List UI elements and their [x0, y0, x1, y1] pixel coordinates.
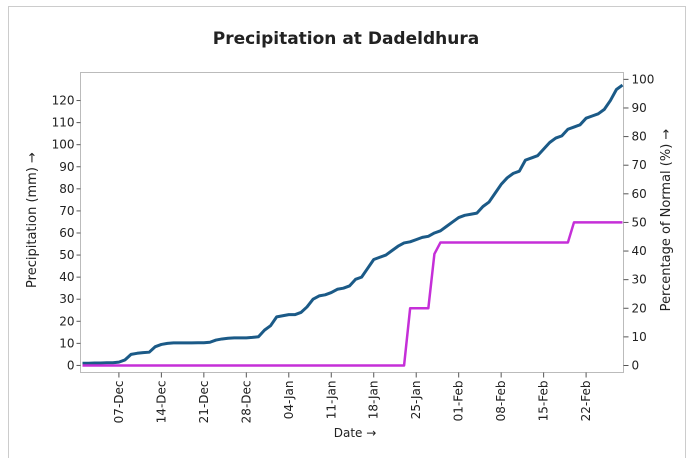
y-tick-label: 90 — [59, 160, 74, 174]
chart-title: Precipitation at Dadeldhura — [213, 29, 479, 49]
x-tick-label: 22-Feb — [579, 381, 593, 422]
x-tick-label: 28-Dec — [239, 381, 253, 424]
y2-tick-label: 70 — [632, 158, 647, 172]
x-tick-label: 04-Jan — [282, 381, 296, 420]
x-tick-label: 08-Feb — [494, 381, 508, 422]
y2-tick-label: 90 — [632, 101, 647, 115]
x-tick-label: 11-Jan — [324, 381, 338, 420]
y2-tick-label: 40 — [632, 244, 647, 258]
y2-tick-label: 20 — [632, 301, 647, 315]
y-tick-label: 0 — [67, 358, 75, 372]
y-axis-title: Precipitation (mm) → — [25, 152, 40, 288]
y2-tick-label: 0 — [632, 358, 640, 372]
y2-tick-label: 100 — [632, 72, 655, 86]
series-line — [82, 221, 623, 367]
x-tick-label: 01-Feb — [452, 381, 466, 422]
y2-tick-label: 30 — [632, 273, 647, 287]
x-tick-label: 25-Jan — [409, 381, 423, 420]
y2-tick-label: 80 — [632, 130, 647, 144]
y-tick-label: 20 — [59, 314, 74, 328]
x-tick-label: 15-Feb — [537, 381, 551, 422]
y-tick-label: 70 — [59, 204, 74, 218]
y-tick-label: 10 — [59, 336, 74, 350]
y-tick-label: 30 — [59, 292, 74, 306]
y2-tick-label: 60 — [632, 187, 647, 201]
y-tick-label: 40 — [59, 270, 74, 284]
x-tick-label: 07-Dec — [112, 381, 126, 424]
frame — [8, 6, 686, 458]
series-line — [82, 83, 624, 365]
x-axis-title: Date → — [334, 426, 377, 440]
y-tick-label: 80 — [59, 182, 74, 196]
y-tick-label: 60 — [59, 226, 74, 240]
y2-tick-label: 50 — [632, 215, 647, 229]
y-tick-label: 50 — [59, 248, 74, 262]
y2-axis-title: Percentage of Normal (%) → — [659, 129, 674, 312]
y-tick-label: 100 — [52, 138, 75, 152]
x-tick-label: 14-Dec — [154, 381, 168, 424]
y-tick-label: 110 — [52, 116, 75, 130]
y-tick-label: 120 — [52, 94, 75, 108]
x-tick-label: 18-Jan — [367, 381, 381, 420]
x-tick-label: 21-Dec — [197, 381, 211, 424]
y2-tick-label: 10 — [632, 330, 647, 344]
